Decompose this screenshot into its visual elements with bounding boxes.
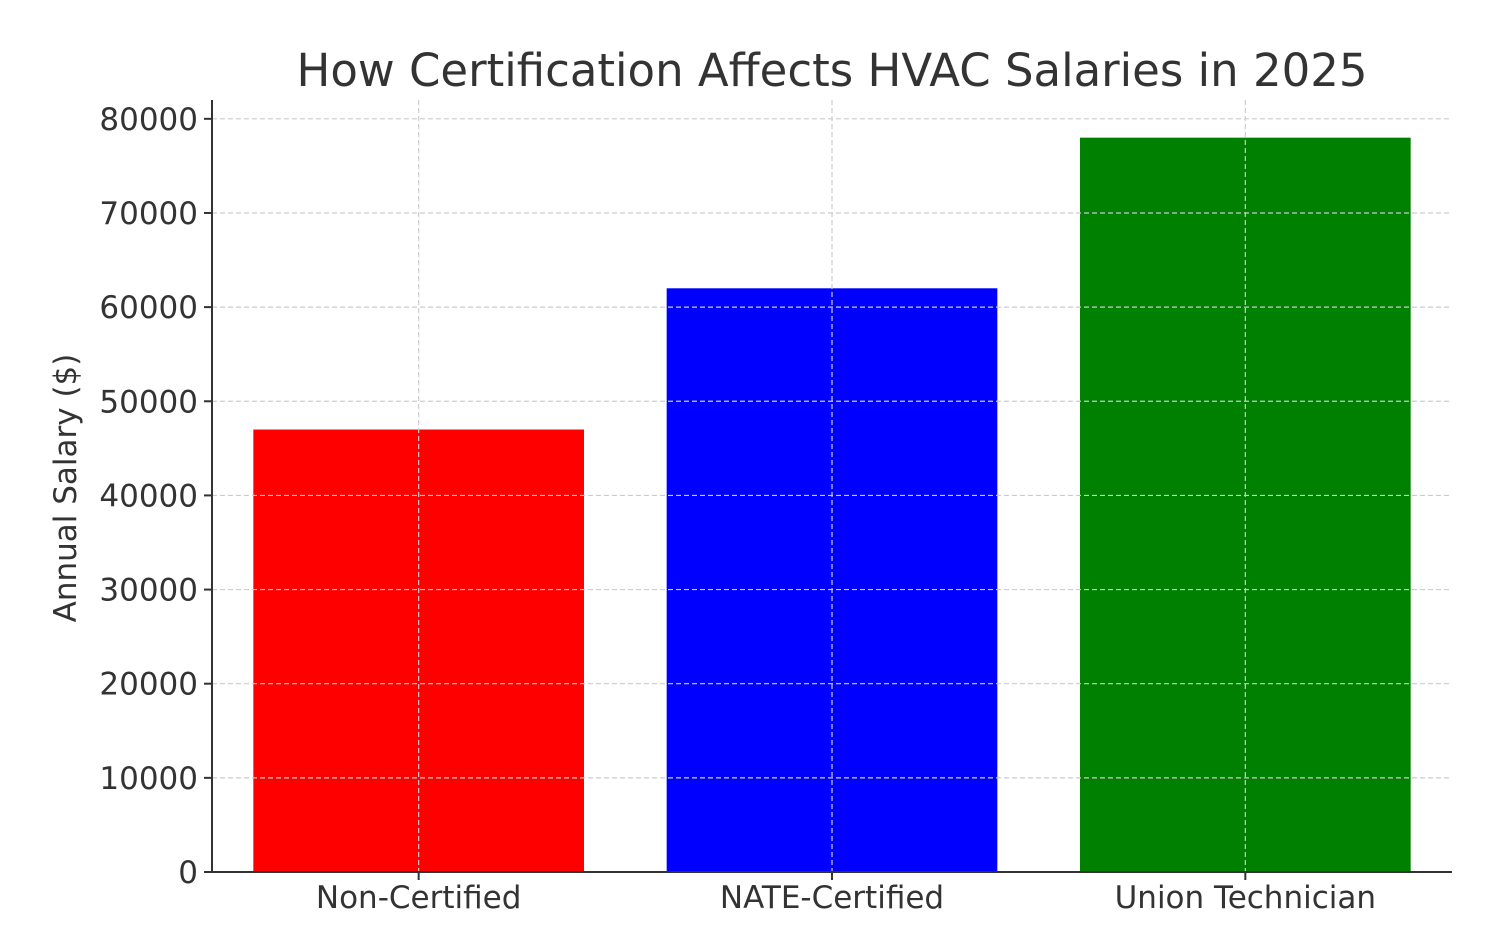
- chart-title: How Certification Affects HVAC Salaries …: [297, 44, 1368, 97]
- y-tick-label: 20000: [99, 667, 198, 703]
- labels: 0 10000 20000 30000 40000 50000 60000 70000 8000…: [99, 102, 1376, 916]
- y-tick-label: 60000: [99, 290, 198, 326]
- y-tick-label: 40000: [99, 478, 198, 514]
- y-tick-label: 70000: [99, 196, 198, 232]
- x-tick-label: Non-Certified: [316, 880, 522, 916]
- y-tick-label: 10000: [99, 761, 198, 797]
- y-tick-label: 0: [178, 855, 198, 891]
- x-tick-label: NATE-Certified: [720, 880, 944, 916]
- y-axis-title: Annual Salary ($): [48, 354, 84, 623]
- y-tick-label: 50000: [99, 384, 198, 420]
- y-tick-label: 80000: [99, 102, 198, 138]
- x-tick-label: Union Technician: [1115, 880, 1376, 916]
- y-tick-label: 30000: [99, 573, 198, 609]
- axes: [204, 100, 1452, 880]
